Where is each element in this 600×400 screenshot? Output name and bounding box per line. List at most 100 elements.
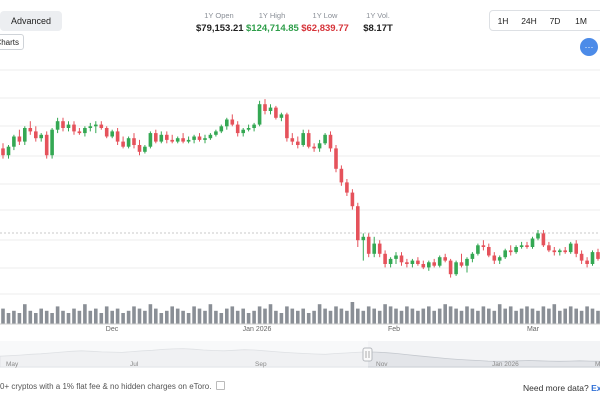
candle-body — [126, 138, 131, 147]
volume-bar — [66, 313, 71, 324]
candle-body — [170, 139, 174, 142]
candle-body — [345, 182, 349, 193]
volume-bar — [230, 306, 235, 324]
volume-bar — [110, 310, 114, 324]
volume-bar — [28, 310, 33, 324]
candle-body — [290, 138, 295, 142]
candle-body — [55, 121, 60, 130]
volume-bar — [1, 308, 5, 324]
chart-menu-button[interactable]: ··· — [580, 38, 598, 56]
candle-body — [181, 138, 185, 142]
candle-body — [508, 250, 513, 253]
candle-body — [219, 126, 224, 132]
volume-bar — [536, 310, 540, 324]
checkbox-icon[interactable] — [216, 381, 226, 390]
x-tick-label: Mar — [527, 326, 540, 333]
volume-bar — [257, 306, 262, 324]
stat-value: $124,714.85 — [246, 23, 299, 34]
candle-body — [361, 236, 366, 241]
volume-bar — [50, 313, 54, 324]
stat-1y-open: 1Y Open $79,153.21 — [196, 11, 244, 34]
candle-body — [443, 257, 447, 261]
volume-bar — [225, 308, 229, 324]
stat-value: $8.17T — [363, 23, 393, 34]
volume-bar — [568, 306, 573, 324]
volume-bar — [558, 310, 562, 324]
charts-button[interactable]: Charts — [0, 34, 24, 50]
volume-bar — [487, 308, 491, 324]
stat-label: 1Y Open — [204, 11, 234, 20]
volume-bar — [12, 310, 16, 324]
volume-bar — [312, 310, 316, 324]
volume-bar — [268, 304, 273, 324]
volume-bar — [241, 308, 245, 324]
volume-bar — [104, 306, 109, 324]
volume-bar — [394, 308, 398, 324]
candle-body — [394, 255, 398, 259]
volume-bar — [465, 306, 469, 324]
range-7d-button[interactable]: 7D — [542, 11, 568, 30]
candle-body — [416, 260, 420, 264]
range-24h-button[interactable]: 24H — [516, 11, 542, 30]
volume-bar — [427, 306, 431, 324]
volume-bar — [503, 308, 507, 324]
navigator-label: Jul — [130, 361, 139, 368]
candle-body — [323, 134, 327, 144]
candle-body — [590, 252, 595, 264]
candle-body — [148, 133, 153, 147]
stat-value: $79,153.21 — [196, 23, 244, 34]
candle-body — [470, 253, 475, 259]
candle-body — [66, 124, 71, 128]
range-1m-button[interactable]: 1M — [568, 11, 594, 30]
volume-bar — [579, 310, 584, 324]
candle-body — [104, 128, 109, 137]
volume-bar — [383, 304, 387, 324]
candle-body — [579, 253, 584, 261]
volume-bar — [416, 310, 420, 324]
candle-body — [110, 131, 114, 137]
candle-body — [547, 245, 551, 251]
candle-body — [17, 136, 22, 142]
candle-body — [257, 104, 262, 125]
volume-bar — [361, 310, 366, 324]
volume-bar — [306, 313, 311, 324]
volume-bar — [552, 304, 557, 324]
candle-body — [497, 257, 502, 261]
stat-label: 1Y Low — [312, 11, 338, 20]
volume-bar — [279, 313, 284, 324]
volume-bar — [410, 308, 415, 324]
candle-body — [388, 258, 393, 264]
candle-body — [334, 148, 338, 169]
volume-bar — [405, 306, 409, 324]
range-1h-button[interactable]: 1H — [490, 11, 516, 30]
candle-body — [437, 257, 442, 266]
candle-body — [383, 253, 387, 264]
candle-body — [399, 255, 404, 263]
candle-body — [197, 136, 202, 140]
stat-1y-high: 1Y High $124,714.85 — [246, 11, 299, 34]
volume-bar — [165, 310, 169, 324]
candle-body — [186, 139, 191, 142]
candle-body — [154, 133, 158, 142]
volume-bar — [301, 308, 305, 324]
candle-body — [34, 131, 38, 139]
candle-body — [121, 141, 125, 147]
advanced-button[interactable]: Advanced — [0, 11, 62, 31]
navigator-label: May — [6, 361, 19, 368]
candle-body — [246, 128, 251, 130]
volume-bar — [334, 306, 338, 324]
candle-body — [487, 247, 491, 256]
candle-body — [77, 131, 82, 134]
volume-bar — [530, 308, 535, 324]
candle-body — [44, 134, 49, 156]
candle-body — [203, 138, 207, 140]
candle-body — [366, 236, 371, 254]
volume-bar — [448, 306, 453, 324]
explore-link[interactable]: Exp — [591, 383, 600, 393]
candle-body — [552, 250, 557, 253]
candle-body — [405, 262, 409, 264]
candle-body — [563, 250, 567, 253]
candle-body — [252, 124, 256, 128]
volume-bar — [274, 310, 278, 324]
candle-body — [350, 192, 355, 207]
